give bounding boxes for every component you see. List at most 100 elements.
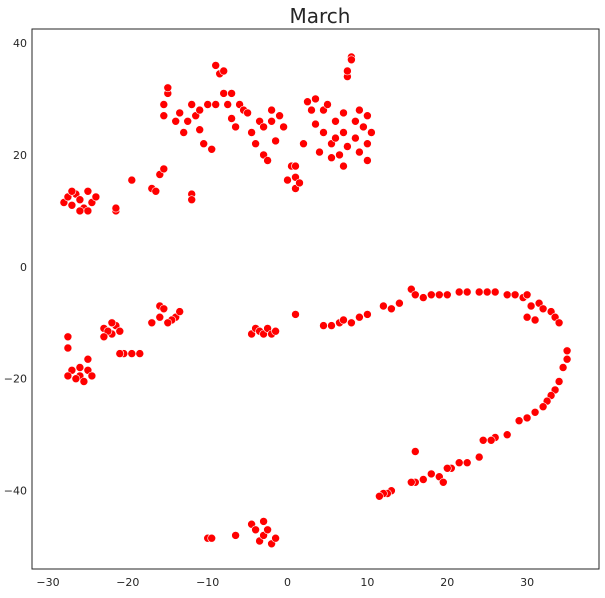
x-tick-label: −30 — [36, 576, 59, 589]
data-point — [562, 354, 572, 364]
x-tick-label: 30 — [520, 576, 534, 589]
data-point — [410, 447, 420, 456]
data-point — [163, 83, 173, 93]
data-point — [327, 153, 336, 162]
data-point — [478, 435, 488, 445]
data-point — [199, 139, 208, 148]
data-point — [554, 318, 564, 328]
data-point — [219, 66, 228, 76]
data-point — [514, 416, 524, 426]
data-point — [159, 111, 169, 120]
data-point — [355, 147, 364, 157]
data-point — [327, 321, 336, 330]
data-point — [351, 117, 360, 126]
data-point — [91, 192, 101, 202]
data-point — [387, 304, 396, 314]
data-point — [83, 206, 93, 216]
data-point — [351, 133, 360, 143]
data-point — [67, 187, 77, 196]
data-point — [107, 318, 117, 328]
data-point — [319, 128, 328, 137]
data-point — [315, 147, 324, 157]
data-point — [363, 310, 372, 319]
data-point — [339, 161, 348, 171]
data-point — [195, 105, 204, 115]
data-point — [558, 363, 568, 372]
data-point — [530, 407, 540, 417]
data-point — [75, 363, 85, 372]
data-point — [175, 108, 184, 118]
data-point — [75, 195, 85, 204]
data-point — [554, 377, 564, 386]
data-point — [363, 156, 372, 165]
data-point — [474, 452, 484, 462]
data-point — [522, 312, 532, 322]
data-point — [343, 66, 352, 76]
data-point — [251, 525, 260, 535]
data-point — [203, 100, 212, 109]
x-tick-label: 0 — [284, 576, 291, 589]
data-point — [434, 290, 444, 300]
data-point — [207, 145, 216, 154]
data-point — [71, 374, 81, 384]
data-point — [211, 61, 220, 70]
data-point — [75, 206, 85, 216]
data-point — [99, 332, 109, 342]
data-point — [275, 111, 284, 120]
data-point — [426, 290, 436, 300]
data-point — [187, 195, 196, 204]
data-point — [426, 469, 436, 479]
data-point — [339, 108, 348, 118]
data-point — [87, 371, 97, 381]
data-point — [410, 290, 420, 300]
data-point — [63, 332, 73, 342]
data-point — [135, 349, 145, 358]
data-point — [339, 128, 348, 137]
data-point — [538, 304, 548, 314]
data-point — [331, 117, 340, 126]
data-point — [271, 136, 280, 146]
data-point — [231, 531, 240, 540]
data-point — [291, 310, 300, 319]
data-point — [311, 94, 320, 104]
data-point — [359, 122, 368, 132]
data-point — [159, 164, 169, 174]
data-point — [363, 111, 372, 120]
data-points — [59, 52, 572, 549]
data-point — [355, 312, 364, 322]
data-point — [227, 89, 236, 98]
data-point — [127, 349, 137, 358]
data-point — [83, 354, 93, 364]
data-point — [247, 128, 256, 137]
data-point — [267, 117, 276, 126]
data-point — [502, 430, 512, 440]
x-tick-label: −20 — [116, 576, 139, 589]
data-point — [63, 371, 73, 381]
data-point — [522, 413, 532, 423]
data-point — [159, 100, 169, 109]
y-tick-label: 20 — [13, 149, 27, 162]
data-point — [522, 290, 532, 300]
data-point — [227, 114, 236, 123]
data-point — [187, 100, 196, 109]
data-point — [267, 105, 276, 115]
y-tick-label: 0 — [20, 261, 27, 274]
data-point — [299, 139, 308, 148]
data-point — [418, 293, 428, 302]
data-point — [263, 525, 272, 535]
data-point — [311, 119, 320, 129]
x-tick-label: −10 — [196, 576, 219, 589]
data-point — [363, 139, 372, 148]
y-tick-label: 40 — [13, 37, 27, 50]
data-point — [482, 287, 492, 297]
data-point — [347, 55, 356, 65]
y-tick-label: −40 — [4, 485, 27, 498]
data-point — [502, 290, 512, 300]
data-point — [347, 318, 356, 328]
data-point — [63, 343, 73, 353]
data-point — [179, 128, 188, 137]
data-point — [279, 122, 288, 132]
x-axis-ticks: −30 −20 −10 0 10 20 30 — [36, 576, 534, 589]
data-point — [462, 287, 472, 297]
